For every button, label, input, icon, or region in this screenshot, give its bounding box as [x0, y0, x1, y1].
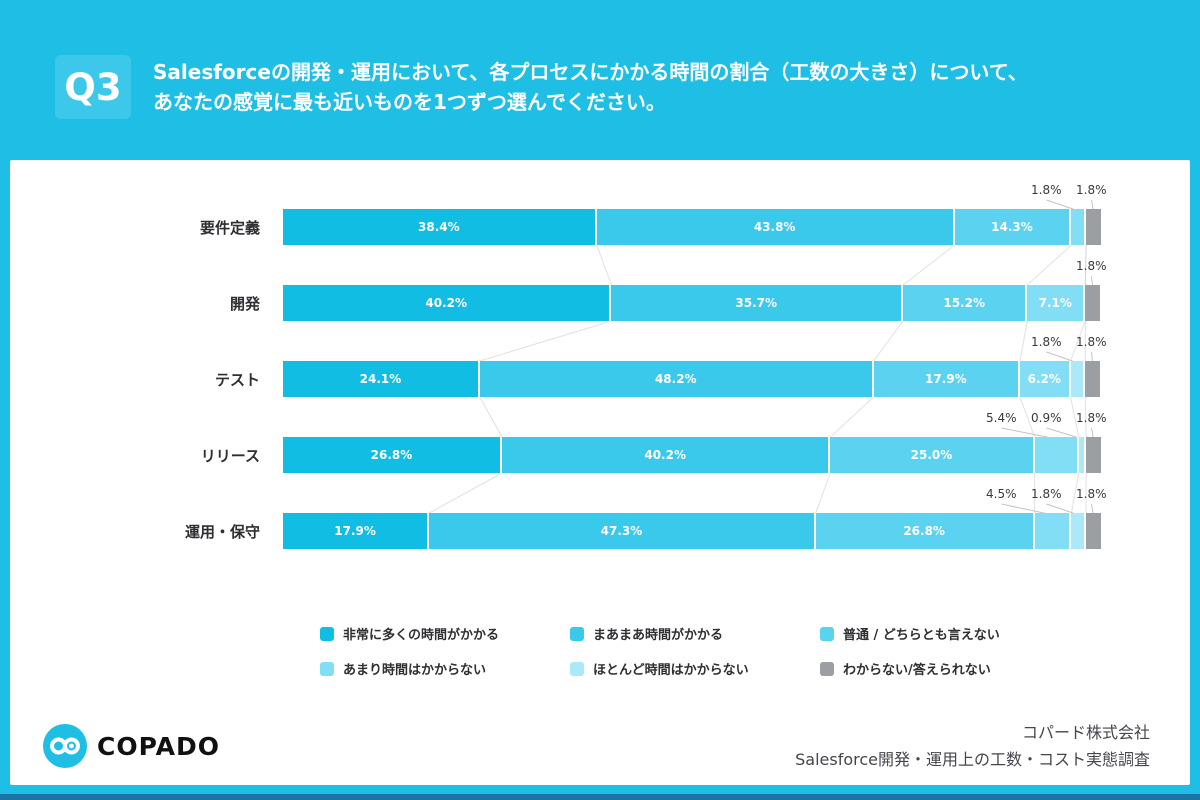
- bar-segment: 25.0%: [830, 437, 1035, 473]
- question-line-1: Salesforceの開発・運用において、各プロセスにかかる時間の割合（工数の大…: [153, 60, 1028, 84]
- legend-swatch: [570, 626, 584, 641]
- stacked-bar-chart: 要件定義 38.4% 43.8% 14.3% 1.8% 1.8% 開発 40.2% 35.7% 1…: [10, 160, 1190, 590]
- small-value-label: 5.4%: [986, 411, 1017, 425]
- bar-segment: 43.8%: [596, 209, 955, 245]
- question-line-2: あなたの感覚に最も近いものを1つずつ選んでください。: [153, 90, 666, 114]
- legend-label: ほとんど時間はかからない: [593, 663, 749, 678]
- bar-segment: 40.2%: [283, 285, 612, 321]
- bar-segment: 15.2%: [903, 285, 1028, 321]
- bar-segment: 24.1%: [283, 361, 480, 397]
- segment-value-label: 43.8%: [753, 220, 796, 234]
- legend-label: 普通 / どちらとも言えない: [843, 628, 1000, 643]
- small-value-label: 0.9%: [1031, 411, 1062, 425]
- legend-label: まあまあ時間がかかる: [593, 628, 724, 643]
- bar-segment: 17.9%: [283, 513, 430, 549]
- segment-value-label: 24.1%: [359, 372, 402, 386]
- legend-swatch: [820, 626, 834, 641]
- segment-value-label: 6.2%: [1027, 372, 1061, 386]
- legend-label: あまり時間はかからない: [343, 663, 487, 678]
- legend-item-1: まあまあ時間がかかる: [570, 624, 820, 643]
- legend-label: わからない/答えられない: [843, 663, 991, 678]
- question-text: Salesforceの開発・運用において、各プロセスにかかる時間の割合（工数の大…: [153, 55, 1028, 117]
- bar-segment: 14.3%: [954, 209, 1072, 245]
- segment-value-label: 14.3%: [991, 220, 1033, 234]
- bar-segment: 26.8%: [283, 437, 502, 473]
- bar-segment: [1034, 437, 1079, 473]
- segment-value-label: 15.2%: [943, 296, 985, 310]
- bar-segment: 17.9%: [873, 361, 1020, 397]
- small-value-label: 1.8%: [1076, 259, 1107, 273]
- category-label-2: テスト: [214, 370, 260, 389]
- bottom-accent-strip: [0, 794, 1200, 800]
- small-value-label: 1.8%: [1076, 411, 1107, 425]
- small-value-label: 1.8%: [1031, 335, 1062, 349]
- segment-value-label: 25.0%: [910, 448, 953, 462]
- bar-segment: 35.7%: [611, 285, 904, 321]
- bar-segment: 7.1%: [1027, 285, 1086, 321]
- bar-segment: [1034, 513, 1072, 549]
- small-value-label: 1.8%: [1076, 487, 1107, 501]
- question-header: Q3 Salesforceの開発・運用において、各プロセスにかかる時間の割合（工…: [55, 55, 1160, 119]
- bar-segment: [1078, 437, 1087, 473]
- segment-value-label: 40.2%: [644, 448, 686, 462]
- category-label-4: 運用・保守: [184, 522, 260, 541]
- copado-brand: COPADO: [43, 724, 220, 768]
- category-label-1: 開発: [229, 294, 260, 313]
- segment-value-label: 48.2%: [654, 372, 697, 386]
- legend-swatch: [320, 661, 334, 676]
- small-value-label: 1.8%: [1076, 183, 1107, 197]
- copado-logo-icon: [43, 724, 87, 768]
- bar-segment: [1070, 361, 1086, 397]
- bar-segment: 48.2%: [479, 361, 874, 397]
- bar-segment: [1086, 437, 1101, 473]
- legend-item-5: わからない/答えられない: [820, 659, 1070, 678]
- survey-credit: コパード株式会社 Salesforce開発・運用上の工数・コスト実態調査: [795, 719, 1150, 773]
- company-name: コパード株式会社: [1021, 723, 1150, 742]
- segment-value-label: 47.3%: [600, 524, 643, 538]
- legend-swatch: [570, 661, 584, 676]
- segment-value-label: 35.7%: [735, 296, 778, 310]
- bar-segment: 40.2%: [501, 437, 831, 473]
- legend-item-0: 非常に多くの時間がかかる: [320, 624, 570, 643]
- bar-segment: [1071, 513, 1087, 549]
- bar-segment: [1086, 209, 1101, 245]
- segment-value-label: 38.4%: [418, 220, 460, 234]
- legend-swatch: [820, 661, 834, 676]
- segment-value-label: 26.8%: [370, 448, 413, 462]
- bar-segment: [1085, 361, 1100, 397]
- bar-segment: 38.4%: [283, 209, 597, 245]
- segment-value-label: 40.2%: [425, 296, 468, 310]
- bar-segment: [1085, 285, 1100, 321]
- category-label-3: リリース: [200, 446, 260, 465]
- bar-segment: 6.2%: [1019, 361, 1071, 397]
- chart-legend: 非常に多くの時間がかかる まあまあ時間がかかる 普通 / どちらとも言えないあまり時…: [320, 624, 1190, 678]
- segment-value-label: 17.9%: [334, 524, 376, 538]
- small-value-label: 4.5%: [986, 487, 1017, 501]
- segment-value-label: 17.9%: [924, 372, 967, 386]
- category-label-0: 要件定義: [199, 218, 260, 237]
- legend-item-3: あまり時間はかからない: [320, 659, 570, 678]
- segment-value-label: 26.8%: [903, 524, 945, 538]
- legend-item-2: 普通 / どちらとも言えない: [820, 624, 1070, 643]
- survey-title: Salesforce開発・運用上の工数・コスト実態調査: [795, 750, 1150, 769]
- small-value-label: 1.8%: [1076, 335, 1107, 349]
- legend-swatch: [320, 626, 334, 641]
- legend-item-4: ほとんど時間はかからない: [570, 659, 820, 678]
- question-number-badge: Q3: [55, 55, 131, 119]
- small-value-label: 1.8%: [1031, 183, 1062, 197]
- legend-label: 非常に多くの時間がかかる: [343, 628, 500, 643]
- copado-wordmark: COPADO: [97, 731, 220, 761]
- bar-segment: 47.3%: [429, 513, 816, 549]
- chart-card: 要件定義 38.4% 43.8% 14.3% 1.8% 1.8% 開発 40.2% 35.7% 1…: [10, 160, 1190, 785]
- bar-segment: 26.8%: [815, 513, 1035, 549]
- segment-value-label: 7.1%: [1038, 296, 1072, 310]
- card-footer: COPADO コパード株式会社 Salesforce開発・運用上の工数・コスト実…: [10, 719, 1190, 773]
- bar-segment: [1071, 209, 1087, 245]
- small-value-label: 1.8%: [1031, 487, 1062, 501]
- bar-segment: [1086, 513, 1101, 549]
